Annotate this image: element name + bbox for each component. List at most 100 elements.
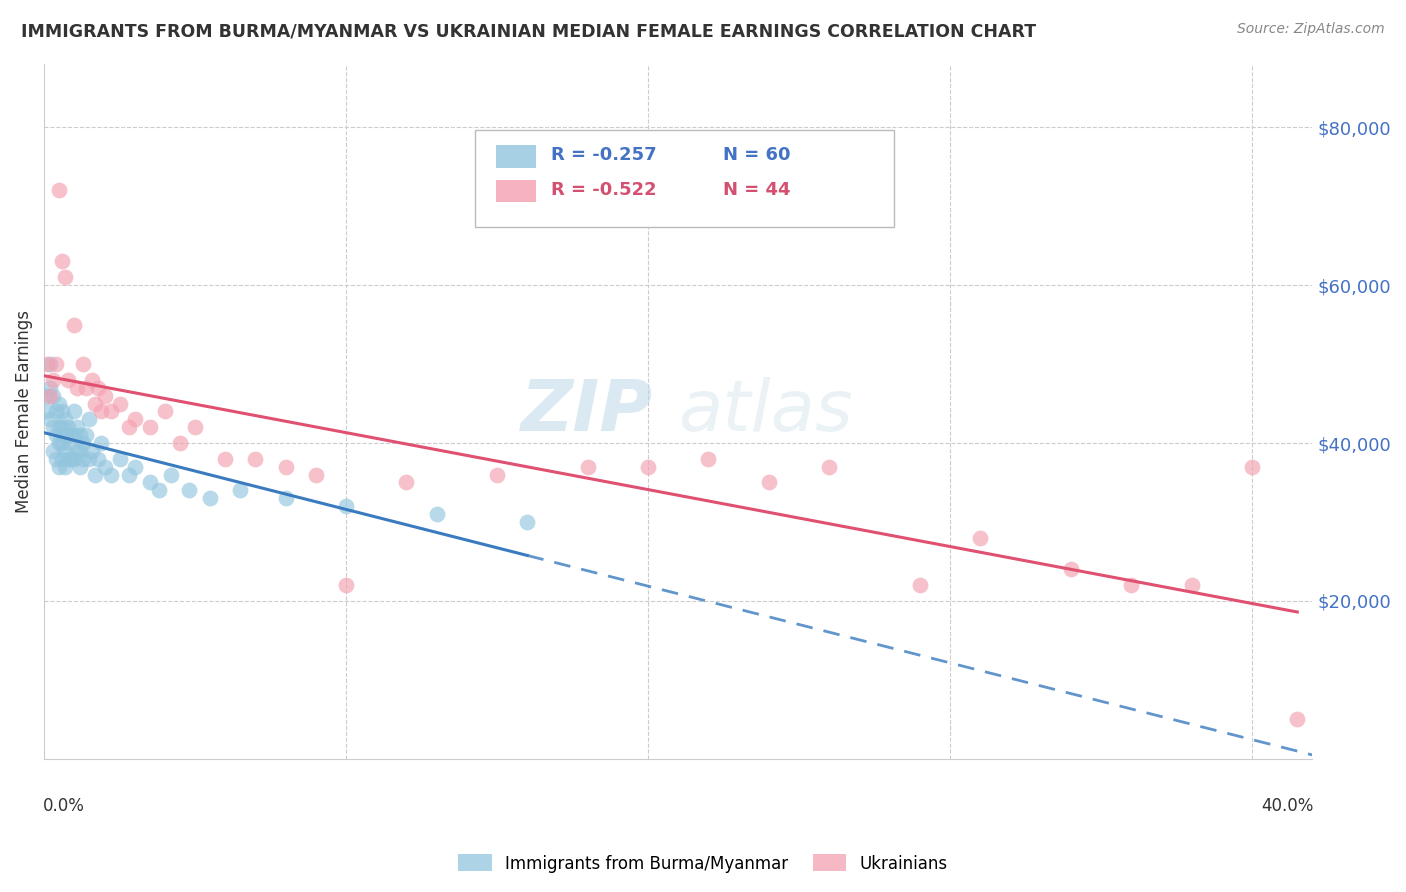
Point [1240, 459, 1263, 474]
Point [48, 436, 70, 450]
FancyBboxPatch shape [496, 180, 536, 202]
Point [818, 459, 841, 474]
Point [87, 451, 110, 466]
Point [39, 357, 62, 371]
Text: R = -0.257: R = -0.257 [551, 146, 657, 164]
Text: 0.0%: 0.0% [42, 797, 84, 815]
Point [84, 467, 107, 482]
Point [274, 491, 297, 506]
Point [42, 420, 65, 434]
Point [51, 451, 73, 466]
Point [51, 404, 73, 418]
Point [93, 389, 115, 403]
Text: Source: ZipAtlas.com: Source: ZipAtlas.com [1237, 22, 1385, 37]
Point [72, 357, 94, 371]
Point [1060, 562, 1083, 576]
Point [58, 420, 80, 434]
Text: IMMIGRANTS FROM BURMA/MYANMAR VS UKRAINIAN MEDIAN FEMALE EARNINGS CORRELATION CH: IMMIGRANTS FROM BURMA/MYANMAR VS UKRAINI… [21, 22, 1036, 40]
Point [87, 381, 110, 395]
Point [53, 459, 76, 474]
Point [169, 436, 191, 450]
Point [118, 467, 141, 482]
Text: N = 44: N = 44 [723, 181, 790, 199]
Point [53, 443, 76, 458]
Point [53, 270, 76, 285]
Point [245, 451, 267, 466]
Point [75, 381, 97, 395]
Point [100, 404, 122, 418]
Y-axis label: Median Female Earnings: Median Female Earnings [15, 310, 32, 513]
Point [84, 396, 107, 410]
Point [63, 451, 86, 466]
Point [426, 507, 449, 521]
Point [177, 483, 200, 498]
Text: 40.0%: 40.0% [1261, 797, 1313, 815]
Point [335, 499, 357, 513]
Point [53, 428, 76, 442]
Point [335, 578, 357, 592]
Point [69, 459, 91, 474]
Point [153, 404, 176, 418]
FancyBboxPatch shape [496, 145, 536, 168]
Point [48, 459, 70, 474]
Point [148, 483, 170, 498]
Text: R = -0.522: R = -0.522 [551, 181, 657, 199]
Point [124, 459, 146, 474]
Point [118, 420, 141, 434]
Point [66, 420, 89, 434]
Point [39, 412, 62, 426]
Point [758, 475, 780, 490]
Point [45, 357, 67, 371]
Point [160, 467, 183, 482]
Point [108, 451, 131, 466]
Point [90, 436, 112, 450]
Point [697, 451, 720, 466]
Point [274, 459, 297, 474]
Point [69, 443, 91, 458]
Legend: Immigrants from Burma/Myanmar, Ukrainians: Immigrants from Burma/Myanmar, Ukrainian… [451, 847, 955, 880]
Point [1121, 578, 1143, 592]
Point [48, 396, 70, 410]
Point [66, 443, 89, 458]
Point [37, 389, 59, 403]
Text: N = 60: N = 60 [723, 146, 790, 164]
Point [79, 412, 101, 426]
Point [139, 475, 162, 490]
Point [1286, 712, 1309, 726]
Point [42, 373, 65, 387]
Point [395, 475, 418, 490]
Point [60, 428, 83, 442]
Point [969, 531, 991, 545]
Point [48, 183, 70, 197]
Point [82, 443, 104, 458]
Point [53, 412, 76, 426]
Point [51, 254, 73, 268]
Point [90, 404, 112, 418]
Point [51, 436, 73, 450]
Text: ZIP: ZIP [520, 377, 652, 446]
Point [72, 451, 94, 466]
Point [75, 428, 97, 442]
Point [45, 428, 67, 442]
Point [48, 420, 70, 434]
Point [214, 451, 236, 466]
Point [108, 396, 131, 410]
Point [58, 451, 80, 466]
Point [139, 420, 162, 434]
Point [58, 436, 80, 450]
Point [184, 420, 207, 434]
Point [45, 404, 67, 418]
Point [100, 467, 122, 482]
Point [305, 467, 328, 482]
Point [72, 436, 94, 450]
Point [79, 451, 101, 466]
Point [63, 404, 86, 418]
Point [37, 404, 59, 418]
Point [51, 420, 73, 434]
Point [198, 491, 221, 506]
Point [82, 373, 104, 387]
Point [60, 451, 83, 466]
Point [63, 318, 86, 332]
Point [908, 578, 931, 592]
Point [37, 357, 59, 371]
